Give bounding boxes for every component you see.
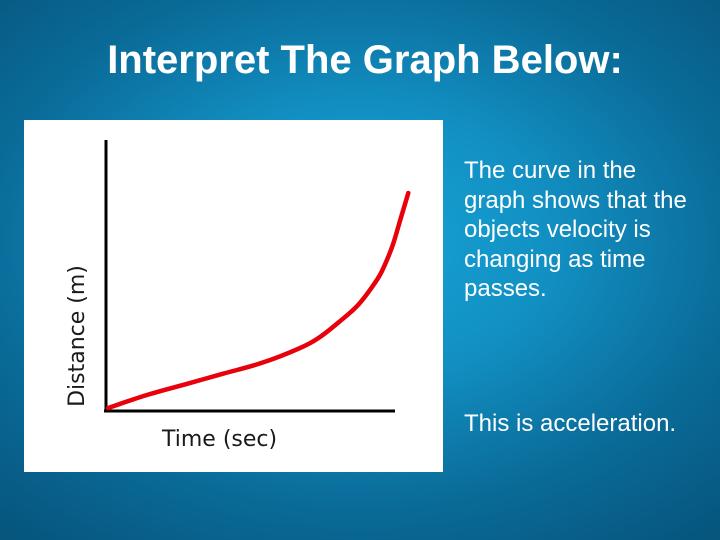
- slide-title: Interpret The Graph Below:: [107, 38, 623, 82]
- distance-curve-line: [105, 190, 411, 411]
- distance-time-chart: Time (sec) Distance (m): [65, 140, 411, 452]
- series-layer: [105, 190, 411, 411]
- x-axis-label: Time (sec): [161, 427, 277, 452]
- chart-panel: Time (sec) Distance (m): [24, 120, 443, 472]
- y-axis-label: Distance (m): [65, 265, 90, 407]
- description-paragraph: The curve in the graph shows that the ob…: [464, 157, 687, 302]
- conclusion-paragraph: This is acceleration.: [464, 410, 677, 437]
